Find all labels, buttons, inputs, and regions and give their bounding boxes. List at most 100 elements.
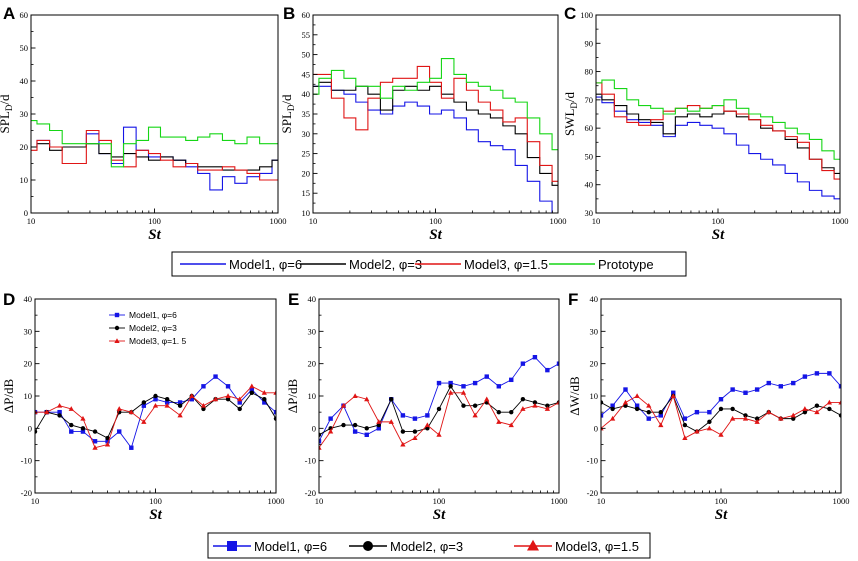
data-point	[352, 393, 358, 398]
data-point	[646, 416, 651, 421]
data-point	[658, 409, 663, 415]
y-axis-label: SPLD/d	[0, 94, 14, 134]
data-point	[389, 397, 394, 402]
data-point	[778, 384, 783, 389]
data-point	[496, 419, 502, 424]
y-tick-label: 70	[585, 95, 594, 105]
data-point	[634, 393, 640, 398]
x-tick-label: 10	[309, 216, 318, 226]
series-markers-m2	[319, 384, 559, 437]
data-point	[376, 426, 381, 431]
series-line-m3	[31, 129, 278, 181]
y-axis-label: ΔW/dB	[567, 376, 582, 416]
y-label-main: SWL	[562, 109, 577, 137]
data-point	[376, 419, 382, 424]
data-point	[802, 374, 808, 379]
data-point	[225, 393, 231, 398]
data-point	[319, 439, 322, 444]
y-tick-label: 80	[585, 67, 594, 77]
y-tick-label: 0	[594, 423, 598, 433]
y-axis-label: ΔP/dB	[285, 378, 300, 413]
data-point	[544, 406, 551, 411]
data-point	[319, 432, 322, 437]
y-tick-label: 30	[20, 109, 29, 119]
data-point	[328, 416, 333, 421]
data-point	[261, 390, 267, 395]
y-axis: -20 -10 0 10 20 30 40	[587, 294, 606, 498]
data-point	[646, 402, 652, 408]
data-point	[425, 413, 430, 418]
legend-marker-m2	[363, 541, 373, 551]
data-point	[509, 377, 514, 383]
data-point	[201, 406, 206, 412]
data-point	[141, 403, 147, 408]
legend-label: Model3, φ=1.5	[464, 257, 548, 272]
data-point	[556, 399, 559, 405]
y-axis: 30 40 50 60 70 80 90 100	[580, 10, 601, 218]
data-point	[838, 384, 841, 389]
legend-label: Model3, φ=1. 5	[129, 336, 187, 346]
data-point	[729, 415, 736, 421]
data-point	[509, 409, 514, 415]
y-axis-label: SWLD/d	[562, 91, 579, 136]
legend-marker-m1	[227, 541, 237, 551]
data-point	[742, 415, 749, 421]
series-markers-m3	[319, 390, 559, 450]
y-tick-label: 30	[302, 129, 311, 139]
y-tick-label: 0	[24, 208, 28, 218]
data-point	[718, 397, 724, 402]
x-tick-label: 1000	[270, 216, 287, 226]
y-tick-label: -20	[21, 488, 32, 498]
data-point	[634, 406, 640, 412]
data-point	[623, 403, 628, 408]
data-point	[484, 396, 490, 402]
data-point	[152, 402, 159, 408]
y-axis: 0 10 20 30 40 50 60	[20, 10, 36, 218]
data-point	[237, 406, 242, 412]
y-tick-label: -20	[587, 488, 598, 498]
data-point	[520, 361, 526, 366]
y-label-main: SPL	[0, 111, 12, 133]
data-point	[601, 413, 604, 418]
data-point	[766, 380, 771, 386]
data-point	[341, 422, 346, 428]
panel-F: F 10 100 1000 -20 -10 0 10 20 30 40 St ΔW/dB	[567, 290, 850, 523]
data-point	[556, 361, 559, 366]
data-point	[105, 435, 110, 441]
data-point	[706, 425, 713, 431]
data-point	[707, 419, 712, 425]
plot-area	[313, 58, 558, 213]
x-tick-label: 10	[597, 496, 606, 506]
x-tick-label: 10	[315, 496, 324, 506]
y-tick-label: 30	[590, 326, 599, 336]
data-point	[743, 413, 748, 418]
data-point	[352, 429, 358, 434]
y-tick-label: 10	[590, 391, 599, 401]
data-point	[212, 396, 219, 402]
y-tick-label: 0	[28, 423, 32, 433]
legend-marker-m1	[114, 312, 120, 318]
data-point	[447, 390, 454, 395]
data-point	[400, 441, 406, 447]
data-point	[364, 396, 370, 402]
data-point	[249, 383, 255, 389]
y-tick-label: 20	[590, 359, 599, 369]
data-point	[610, 403, 615, 408]
y-tick-label: 30	[308, 326, 317, 336]
legend-label: Model2, φ=3	[349, 257, 422, 272]
data-point	[802, 409, 808, 415]
y-tick-label: -10	[305, 456, 316, 466]
y-tick-label: 25	[302, 149, 311, 159]
data-point	[213, 374, 218, 379]
data-point	[92, 429, 98, 434]
data-point	[766, 409, 772, 415]
y-label-suffix: /d	[562, 91, 577, 102]
legend-marker-m3	[114, 338, 120, 343]
data-point	[682, 435, 688, 441]
data-point	[694, 409, 700, 415]
data-point	[273, 416, 276, 421]
y-label-subscript: D	[4, 104, 14, 111]
data-point	[116, 406, 122, 411]
data-point	[262, 397, 267, 402]
